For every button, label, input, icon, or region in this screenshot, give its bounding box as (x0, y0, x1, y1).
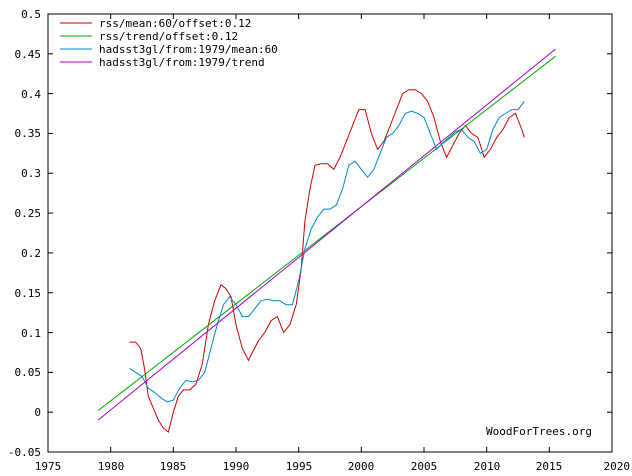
y-tick-label: 0.5 (21, 8, 41, 21)
y-tick-label: 0.4 (21, 88, 41, 101)
x-axis-ticks (47, 14, 613, 452)
legend-label: rss/trend/offset:0.12 (99, 30, 238, 43)
x-tick-label: 1980 (98, 460, 125, 473)
x-tick-label: 1990 (223, 460, 250, 473)
y-tick-label: 0.2 (21, 247, 41, 260)
y-tick-label: 0 (34, 406, 41, 419)
x-tick-label: 2015 (536, 460, 563, 473)
legend-label: hadsst3gl/from:1979/trend (99, 56, 265, 69)
y-tick-label: 0.1 (21, 327, 41, 340)
y-axis-ticks (48, 13, 612, 453)
y-tick-label: -0.05 (8, 446, 41, 459)
legend-label: hadsst3gl/from:1979/mean:60 (99, 43, 278, 56)
x-tick-label: 2005 (411, 460, 438, 473)
x-tick-label: 2020 (604, 460, 631, 473)
y-tick-label: 0.25 (15, 207, 42, 220)
series-line-rss-mean (129, 89, 525, 433)
series-line-rss-trend (97, 55, 556, 411)
y-tick-label: 0.3 (21, 167, 41, 180)
x-axis-labels: 1975 1980 1985 1990 1995 2000 2005 2010 … (35, 460, 630, 473)
y-tick-label: 0.45 (15, 48, 42, 61)
y-tick-label: 0.15 (15, 287, 42, 300)
legend: rss/mean:60/offset:0.12 rss/trend/offset… (60, 17, 278, 69)
x-tick-label: 2000 (348, 460, 375, 473)
y-axis-labels: 0.5 0.45 0.4 0.35 0.3 0.25 0.2 0.15 0.1 … (8, 8, 41, 459)
series-line-hadsst3gl-trend (97, 48, 556, 421)
series-line-hadsst3gl-mean (129, 101, 525, 403)
legend-label: rss/mean:60/offset:0.12 (99, 17, 251, 30)
series-lines (97, 48, 556, 433)
x-tick-label: 1975 (35, 460, 62, 473)
plot-area (47, 13, 613, 453)
x-tick-label: 1995 (286, 460, 313, 473)
credit-watermark: WoodForTrees.org (486, 425, 592, 438)
x-tick-label: 2010 (474, 460, 501, 473)
y-tick-label: 0.05 (15, 366, 42, 379)
y-tick-label: 0.35 (15, 127, 42, 140)
x-tick-label: 1985 (160, 460, 187, 473)
